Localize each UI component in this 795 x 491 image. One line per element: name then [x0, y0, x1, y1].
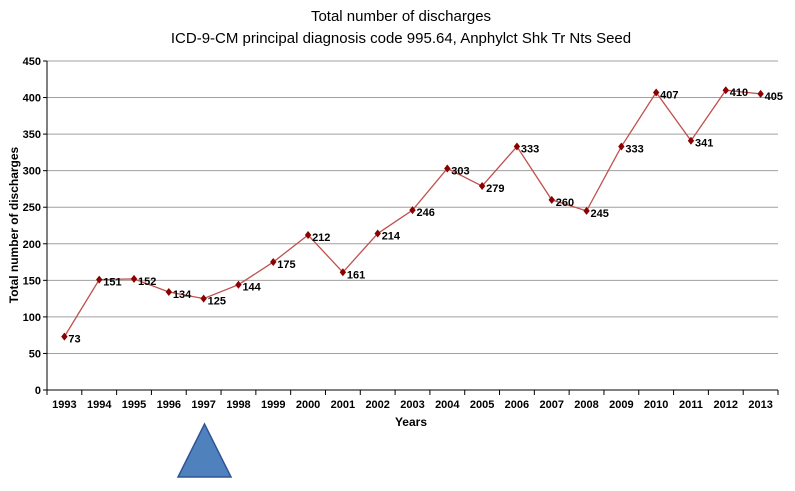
- x-tick-label: 2011: [679, 399, 703, 411]
- data-point-marker: [652, 88, 660, 97]
- y-tick-label: 450: [23, 56, 41, 68]
- data-label: 152: [138, 276, 156, 288]
- data-point-marker: [339, 268, 347, 277]
- series-line: [61, 86, 764, 341]
- data-point-marker: [687, 136, 695, 145]
- x-tick-label: 1994: [87, 399, 112, 411]
- data-point-marker: [513, 142, 521, 151]
- y-tick-label: 0: [35, 385, 41, 397]
- data-label: 73: [68, 334, 80, 346]
- x-tick-label: 2003: [400, 399, 424, 411]
- y-tick-label: 350: [23, 129, 41, 141]
- data-point-marker: [270, 258, 277, 267]
- data-point-marker: [235, 280, 242, 289]
- chart-title: Total number of discharges: [311, 8, 491, 25]
- x-tick-label: 2012: [714, 399, 738, 411]
- data-label: 175: [277, 259, 295, 271]
- x-tick-label: 2006: [505, 399, 529, 411]
- axes: [46, 61, 778, 391]
- data-label: 405: [765, 91, 783, 103]
- data-label: 212: [312, 232, 330, 244]
- data-label: 410: [730, 87, 748, 99]
- y-axis-ticks: 0 50 100 150 200 250 300 350 400 450: [23, 56, 47, 397]
- x-tick-label: 2002: [365, 399, 389, 411]
- x-tick-label: 1995: [122, 399, 146, 411]
- y-tick-label: 100: [23, 312, 41, 324]
- y-tick-label: 250: [23, 202, 41, 214]
- data-point-marker: [478, 182, 486, 191]
- data-point-marker: [618, 142, 625, 151]
- y-tick-label: 150: [23, 275, 41, 287]
- x-tick-label: 1998: [226, 399, 250, 411]
- x-tick-label: 2004: [435, 399, 460, 411]
- data-label: 407: [660, 89, 678, 101]
- data-label: 134: [173, 289, 192, 301]
- data-label: 245: [591, 208, 609, 220]
- data-point-marker: [409, 206, 416, 215]
- x-tick-label: 2007: [539, 399, 563, 411]
- data-point-marker: [96, 275, 103, 284]
- y-tick-label: 50: [29, 348, 41, 360]
- data-point-marker: [165, 288, 173, 297]
- data-label: 151: [103, 277, 121, 289]
- data-point-marker: [583, 206, 590, 215]
- data-label: 333: [521, 144, 539, 156]
- data-point-marker: [444, 164, 451, 173]
- x-axis-ticks: 1993 1994 1995 1996 1997 1998 1999 2000 2001 2002…: [46, 390, 779, 411]
- data-label: 246: [417, 207, 435, 219]
- data-point-marker: [200, 294, 207, 303]
- data-label: 125: [208, 296, 226, 308]
- data-label: 333: [625, 144, 643, 156]
- data-point-marker: [374, 229, 381, 238]
- data-label: 260: [556, 197, 574, 209]
- x-tick-label: 2001: [331, 399, 355, 411]
- data-label: 161: [347, 269, 365, 281]
- y-tick-label: 200: [23, 239, 41, 251]
- data-point-marker: [722, 86, 729, 95]
- x-tick-label: 2008: [574, 399, 598, 411]
- data-point-marker: [61, 332, 68, 341]
- x-tick-label: 1997: [191, 399, 215, 411]
- x-tick-label: 2009: [609, 399, 633, 411]
- data-point-marker: [548, 195, 555, 204]
- data-label: 144: [242, 282, 261, 294]
- x-axis-label: Years: [395, 415, 427, 429]
- x-tick-label: 2000: [296, 399, 320, 411]
- x-tick-label: 1999: [261, 399, 285, 411]
- y-tick-label: 400: [23, 93, 41, 105]
- x-tick-label: 2010: [644, 399, 668, 411]
- x-tick-label: 1993: [52, 399, 76, 411]
- x-tick-label: 2005: [470, 399, 494, 411]
- data-label: 279: [486, 183, 504, 195]
- data-label: 214: [382, 231, 401, 243]
- data-point-marker: [757, 89, 764, 98]
- y-axis-label: Total number of discharges: [7, 146, 21, 303]
- data-label: 303: [451, 165, 469, 177]
- chart-subtitle: ICD-9-CM principal diagnosis code 995.64…: [171, 30, 631, 47]
- y-tick-label: 300: [23, 166, 41, 178]
- data-labels: 73 151 152 134 125 144 175 212 161 214 246 303 279 33…: [68, 87, 783, 345]
- data-point-marker: [304, 231, 312, 240]
- data-label: 341: [695, 138, 713, 150]
- x-tick-label: 1996: [157, 399, 181, 411]
- x-tick-label: 2013: [748, 399, 772, 411]
- data-point-marker: [130, 274, 138, 283]
- triangle-marker-icon: [176, 422, 233, 478]
